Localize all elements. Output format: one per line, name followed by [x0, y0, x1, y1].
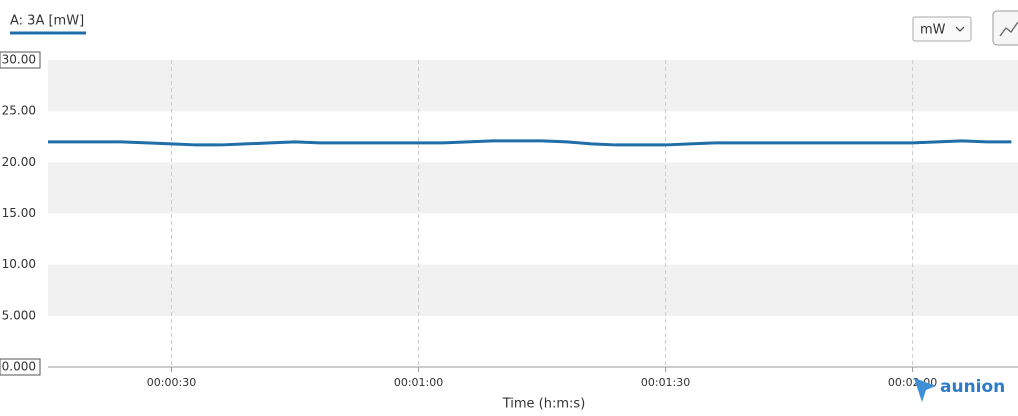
logo: aunion	[914, 377, 1005, 402]
dropdown-value: mW	[920, 23, 946, 38]
x-tick-label: 00:00:30	[147, 376, 196, 389]
x-tick-label: 00:01:30	[641, 376, 690, 389]
button-icon	[999, 21, 1018, 37]
x-axis-title: Time (h:m:s)	[502, 397, 586, 412]
plot-area: 0.000 5.000 10.00 15.00 20.00 25.00 30.00 00:00…	[0, 51, 1018, 389]
grid-band	[48, 162, 1018, 214]
y-tick-label: 25.00	[2, 104, 36, 118]
legend[interactable]: A: 3A [mW]	[10, 14, 86, 35]
unit-dropdown[interactable]: mW	[912, 16, 972, 42]
y-tick-label: 0.000	[2, 360, 36, 374]
dropdown-box	[912, 16, 972, 42]
y-tick-label: 30.00	[2, 53, 36, 67]
y-tick-box	[0, 358, 41, 376]
y-tick-label: 15.00	[2, 206, 36, 220]
dropdown-chevron	[955, 26, 965, 32]
y-tick-label: 20.00	[2, 155, 36, 169]
grid-band	[48, 60, 1018, 112]
y-tick-label: 10.00	[2, 257, 36, 271]
logo-text: aunion	[940, 377, 1005, 397]
grid-band	[48, 264, 1018, 316]
y-tick-label: 5.000	[2, 308, 36, 322]
chart-type-button[interactable]	[992, 10, 1018, 46]
y-tick-box	[0, 51, 41, 69]
legend-label: A: 3A [mW]	[10, 14, 84, 29]
logo-mark	[914, 378, 936, 402]
data-line	[48, 139, 1012, 147]
x-tick-label: 00:01:00	[394, 376, 443, 389]
